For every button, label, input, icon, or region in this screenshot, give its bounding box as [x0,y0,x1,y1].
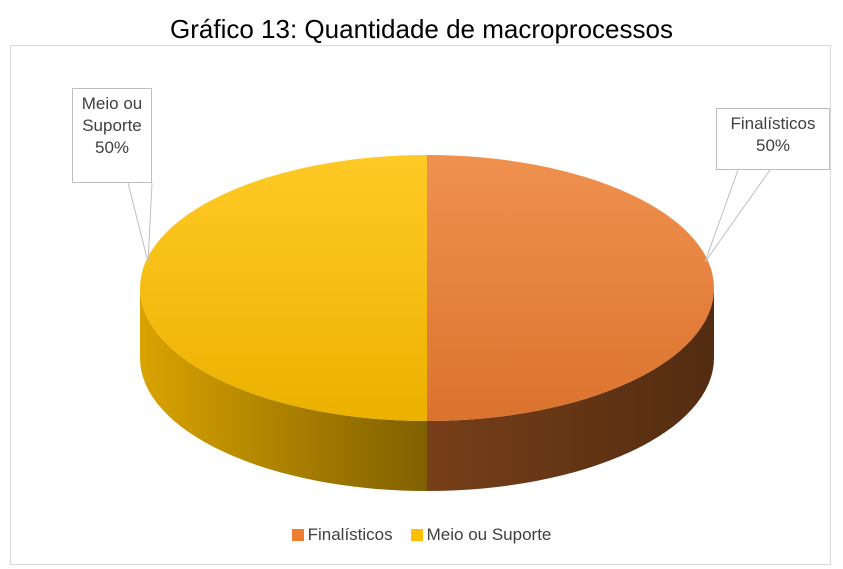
data-label: Meio ou Suporte 50% [72,88,152,183]
chart-frame [10,45,831,565]
legend-item: Finalísticos [291,525,393,545]
chart-title: Gráfico 13: Quantidade de macroprocessos [170,14,673,44]
legend-label: Meio ou Suporte [426,525,552,544]
pie-side [427,288,714,491]
data-label: Finalísticos 50% [716,108,830,170]
pie-side [140,288,427,491]
legend-label: Finalísticos [307,525,393,544]
pie-slice [427,155,714,421]
data-label-value: 50% [94,138,130,157]
legend: Finalísticos Meio ou Suporte [0,525,843,545]
legend-swatch [410,529,423,541]
leader-line [127,182,153,263]
data-label-category: Finalísticos [730,114,816,133]
data-label-value: 50% [755,136,791,155]
legend-swatch [291,529,304,541]
data-label-category: Meio ou Suporte [81,94,143,135]
leader-line [704,169,771,263]
legend-item: Meio ou Suporte [410,525,552,545]
pie-slice [140,155,427,421]
